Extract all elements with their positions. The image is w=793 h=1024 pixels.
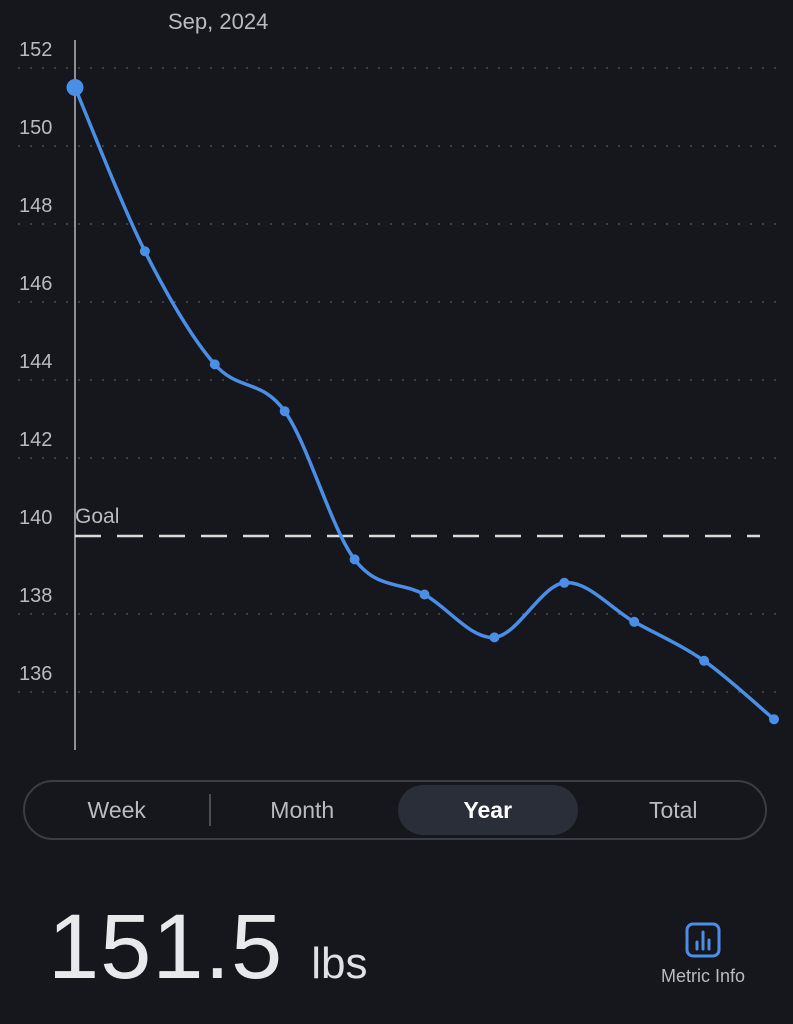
range-option-year[interactable]: Year <box>398 785 578 835</box>
data-point[interactable] <box>209 359 220 370</box>
current-weight-unit: lbs <box>311 939 368 988</box>
data-point[interactable] <box>419 589 430 600</box>
current-weight: 151.5 lbs <box>48 895 367 1000</box>
data-points <box>66 79 779 725</box>
range-option-month[interactable]: Month <box>270 796 335 823</box>
y-tick-label: 138 <box>19 585 52 607</box>
y-tick-label: 140 <box>19 507 52 529</box>
metric-info-button[interactable]: Metric Info <box>650 922 756 987</box>
data-point[interactable] <box>629 616 640 627</box>
metric-info-label: Metric Info <box>660 966 746 986</box>
y-tick-label: 146 <box>19 273 52 295</box>
y-tick-label: 144 <box>19 351 52 373</box>
y-tick-label: 152 <box>19 39 52 61</box>
data-point[interactable] <box>279 406 290 417</box>
range-option-total[interactable]: Total <box>648 796 698 823</box>
grid-lines <box>18 67 780 693</box>
selected-data-point[interactable] <box>66 79 84 96</box>
weight-series-line <box>73 85 776 722</box>
data-point[interactable] <box>559 577 570 588</box>
y-tick-label: 136 <box>19 663 52 685</box>
weight-line-chart: 136 138 140 142 144 146 148 150 152 Sep, 2024 Go… <box>18 9 780 750</box>
data-point[interactable] <box>139 246 150 257</box>
bar-chart-icon <box>685 922 721 958</box>
goal-label: Goal <box>75 505 119 528</box>
data-point[interactable] <box>769 714 779 725</box>
goal-line-group: Goal <box>75 505 760 538</box>
range-selector: Week Month Year Total <box>23 780 767 840</box>
data-point[interactable] <box>349 554 360 565</box>
data-point[interactable] <box>699 655 710 666</box>
y-axis-ticks: 136 138 140 142 144 146 148 150 152 <box>19 39 52 685</box>
data-point[interactable] <box>489 632 500 643</box>
y-tick-label: 150 <box>19 117 52 139</box>
range-option-week[interactable]: Week <box>87 796 146 823</box>
current-weight-value: 151.5 <box>48 896 284 998</box>
y-tick-label: 148 <box>19 195 52 217</box>
range-divider <box>208 794 211 826</box>
y-tick-label: 142 <box>19 429 52 451</box>
period-label: Sep, 2024 <box>168 9 268 34</box>
